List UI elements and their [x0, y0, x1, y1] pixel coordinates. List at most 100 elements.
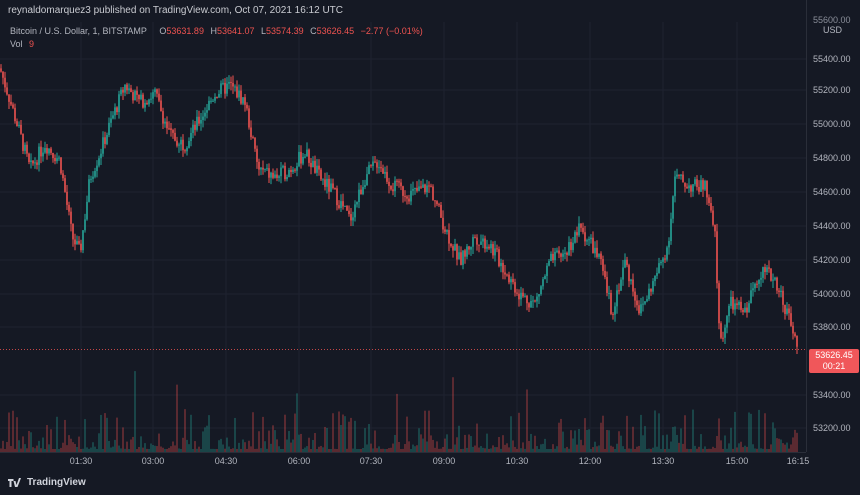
volume-bar [518, 412, 520, 452]
candle-body [716, 231, 718, 284]
candle-body [300, 151, 302, 164]
candle-body [346, 205, 348, 211]
volume-bar [738, 443, 740, 452]
candle-body [32, 160, 34, 164]
candle-body [288, 169, 290, 177]
candle-body [424, 184, 426, 193]
candle-body [236, 86, 238, 98]
candle-body [130, 88, 132, 93]
candle-body [746, 307, 748, 313]
candle-body [670, 218, 672, 242]
volume-bar [320, 445, 322, 452]
candle-body [190, 132, 192, 142]
volume-bar [334, 448, 336, 452]
volume-bar [294, 413, 296, 452]
candle-body [208, 100, 210, 111]
candle-body [578, 223, 580, 236]
volume-bar [610, 445, 612, 452]
volume-bar [378, 446, 380, 452]
published-text: reynaldomarquez3 published on TradingVie… [8, 5, 344, 16]
candle-body [304, 156, 306, 158]
candle-body [608, 292, 610, 294]
candle-body [158, 93, 160, 101]
volume-bar [36, 445, 38, 452]
volume-bar [248, 440, 250, 452]
chart-area[interactable] [0, 22, 806, 452]
volume-bar [538, 448, 540, 452]
volume-bar [790, 444, 792, 452]
volume-bar [582, 445, 584, 452]
time-tick: 15:00 [725, 456, 749, 466]
volume-bar [74, 443, 76, 452]
candle-body [488, 246, 490, 249]
close-label: C [310, 26, 317, 36]
volume-bar [488, 448, 490, 452]
volume-bar [496, 447, 498, 452]
candle-body [490, 244, 492, 249]
volume-bar [524, 448, 526, 452]
time-tick: 06:00 [287, 456, 311, 466]
candle-body [654, 275, 656, 282]
candle-body [412, 188, 414, 191]
volume-bar [598, 445, 600, 452]
price-tick: 53800.00 [813, 322, 851, 332]
volume-bar [42, 437, 44, 452]
candle-body [250, 127, 252, 138]
volume-bar [336, 448, 338, 452]
volume-bar [408, 441, 410, 452]
candle-body [496, 248, 498, 250]
candle-body [784, 304, 786, 314]
volume-bar [384, 448, 386, 452]
volume-bar [406, 416, 408, 452]
volume-bar [312, 439, 314, 452]
candle-body [112, 115, 114, 119]
candle-body [160, 100, 162, 112]
volume-bar [466, 447, 468, 452]
candle-body [506, 274, 508, 276]
candle-body [144, 102, 146, 108]
volume-bar [412, 444, 414, 452]
volume-bar [474, 445, 476, 452]
volume-bar [554, 448, 556, 452]
volume-bar [214, 448, 216, 452]
volume-bar [700, 434, 702, 452]
volume-bar [302, 448, 304, 452]
candle-body [606, 277, 608, 293]
time-axis[interactable]: 01:30 03:00 04:30 06:00 07:30 09:00 10:30 12:00… [0, 452, 809, 471]
volume-bar [606, 429, 608, 452]
candle-body [598, 253, 600, 257]
candle-body [60, 157, 62, 174]
candle-body [110, 118, 112, 123]
candle-body [552, 253, 554, 261]
published-header: reynaldomarquez3 published on TradingVie… [0, 0, 860, 22]
volume-bar [732, 448, 734, 452]
volume-bar [250, 446, 252, 452]
candlestick-chart[interactable] [0, 22, 806, 452]
candle-body [474, 237, 476, 239]
candle-body [428, 185, 430, 187]
volume-bar [116, 417, 118, 452]
candle-body [48, 148, 50, 154]
candle-body [386, 171, 388, 182]
volume-bar [372, 448, 374, 452]
volume-bar [358, 448, 360, 452]
volume-bar [526, 389, 528, 452]
price-axis[interactable]: 55600.00 USD 55400.00 55200.00 55000.00 548… [806, 0, 860, 452]
volume-bar [662, 435, 664, 452]
open-label: O [159, 26, 167, 36]
volume-bar [292, 439, 294, 452]
candle-body [214, 96, 216, 101]
candle-body [778, 290, 780, 292]
candle-body [704, 180, 706, 190]
volume-bar [66, 445, 68, 452]
volume-bar [112, 446, 114, 452]
candle-body [658, 263, 660, 273]
candle-body [500, 262, 502, 267]
candle-body [182, 139, 184, 151]
candle-body [524, 295, 526, 297]
candle-body [462, 250, 464, 265]
candle-body [366, 174, 368, 186]
volume-bar [154, 445, 156, 452]
volume-bar [536, 446, 538, 452]
volume-bar [324, 426, 326, 452]
